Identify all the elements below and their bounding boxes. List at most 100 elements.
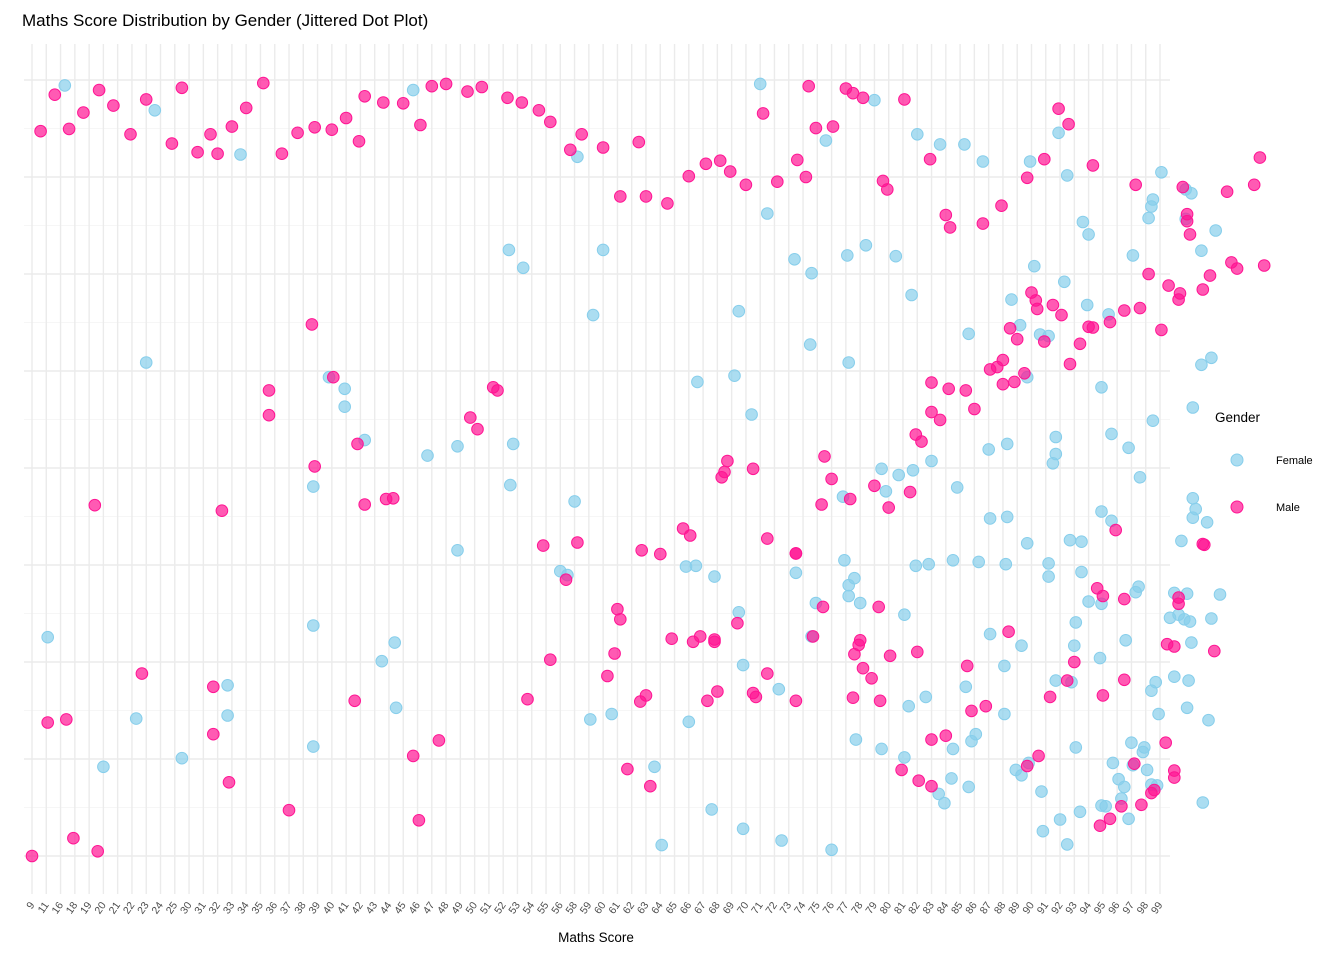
female-data-point	[655, 838, 669, 852]
male-data-point	[339, 111, 353, 125]
male-data-point	[1176, 180, 1190, 194]
male-data-point	[1196, 283, 1210, 296]
female-data-point	[1136, 745, 1150, 759]
female-data-point	[925, 454, 938, 468]
male-data-point	[925, 733, 938, 746]
male-data-point	[91, 845, 104, 858]
male-data-point	[1096, 589, 1110, 603]
male-data-point	[1103, 315, 1117, 329]
female-data-point	[1063, 533, 1077, 547]
male-data-point	[1063, 357, 1077, 371]
female-data-point	[1175, 534, 1188, 548]
male-data-point	[608, 647, 621, 660]
male-data-point	[215, 504, 229, 518]
male-data-point	[731, 616, 744, 630]
female-data-point	[1093, 651, 1107, 665]
female-data-point	[1168, 670, 1181, 684]
male-data-point	[1203, 269, 1217, 282]
female-data-point	[1129, 585, 1142, 599]
x-tick-label: 93	[1063, 900, 1080, 917]
male-data-point	[761, 667, 774, 680]
male-data-point	[933, 413, 947, 427]
male-data-point	[1103, 812, 1117, 826]
male-data-point	[665, 632, 679, 646]
female-series	[41, 77, 1227, 857]
female-data-point	[338, 382, 352, 396]
female-data-point	[841, 249, 854, 262]
male-data-point	[139, 93, 153, 106]
male-data-point	[432, 734, 446, 747]
male-data-point	[1020, 759, 1034, 773]
male-data-point	[532, 104, 546, 117]
female-data-point	[879, 485, 893, 498]
male-data-point	[1025, 286, 1038, 299]
male-data-point	[942, 382, 956, 396]
chart-title: Maths Score Distribution by Gender (Jitt…	[22, 11, 428, 30]
female-data-point	[1189, 502, 1202, 516]
female-data-point	[1195, 244, 1208, 257]
female-data-point	[789, 566, 803, 580]
male-data-point	[1183, 228, 1197, 241]
male-data-point	[1068, 655, 1081, 669]
male-data-point	[1055, 308, 1068, 322]
male-data-point	[1168, 771, 1181, 784]
female-data-point	[772, 682, 786, 696]
male-data-point	[996, 353, 1010, 367]
female-data-point	[775, 834, 788, 847]
male-data-point	[275, 147, 289, 160]
female-data-point	[568, 495, 581, 508]
male-data-point	[48, 88, 62, 101]
female-data-point	[586, 308, 600, 322]
female-data-point	[406, 83, 420, 97]
female-data-point	[451, 544, 464, 557]
x-tick-label: 70	[735, 900, 752, 917]
male-data-point	[386, 492, 400, 505]
male-data-point	[491, 384, 504, 397]
male-data-point	[377, 96, 390, 109]
male-data-point	[756, 107, 770, 120]
female-data-point	[728, 369, 741, 383]
male-data-point	[544, 115, 557, 129]
male-data-point	[25, 849, 39, 863]
x-tick-label: 65	[663, 900, 680, 917]
x-tick-label: 64	[649, 900, 666, 917]
female-data-point	[962, 780, 976, 794]
female-data-point	[983, 512, 997, 525]
x-tick-label: 76	[821, 900, 838, 917]
male-data-point	[611, 602, 624, 616]
x-axis-ticks: 9111618192021222324253031323334353637383…	[24, 900, 1165, 917]
male-data-point	[327, 370, 340, 384]
female-data-point	[1106, 756, 1120, 770]
female-data-point	[905, 288, 918, 302]
male-data-point	[852, 638, 866, 652]
male-data-point	[909, 428, 923, 441]
male-data-point	[515, 96, 529, 109]
x-tick-label: 41	[335, 900, 352, 917]
male-data-point	[925, 376, 938, 389]
plot-grid	[24, 44, 1170, 894]
male-data-point	[699, 157, 713, 171]
female-data-point	[1133, 471, 1147, 484]
male-data-point	[856, 661, 870, 675]
male-data-point	[799, 170, 813, 184]
female-data-point	[958, 138, 971, 151]
female-data-point	[842, 578, 856, 592]
female-data-point	[1209, 224, 1222, 237]
female-data-point	[41, 630, 55, 644]
male-data-point	[559, 573, 573, 587]
male-data-point	[1086, 321, 1100, 334]
male-data-point	[239, 101, 253, 115]
female-data-point	[922, 557, 936, 571]
male-data-point	[718, 465, 731, 479]
female-data-point	[946, 742, 960, 756]
female-data-point	[1036, 824, 1050, 838]
male-data-point	[1043, 690, 1057, 704]
male-data-point	[746, 462, 760, 476]
male-data-point	[711, 685, 724, 698]
female-data-point	[983, 627, 997, 641]
male-data-point	[923, 152, 937, 166]
female-data-point	[97, 760, 110, 774]
male-data-point	[911, 645, 924, 659]
male-data-point	[789, 547, 803, 560]
female-data-point	[962, 327, 976, 341]
